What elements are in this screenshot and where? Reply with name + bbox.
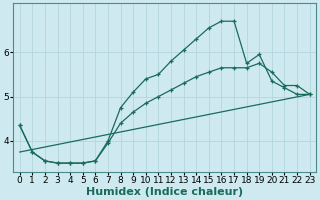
X-axis label: Humidex (Indice chaleur): Humidex (Indice chaleur) [86,187,243,197]
